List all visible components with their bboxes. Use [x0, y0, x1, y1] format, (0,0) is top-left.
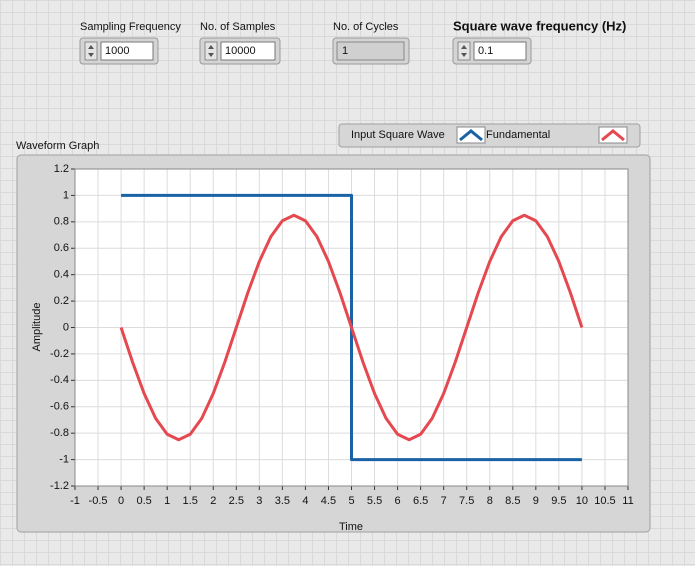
x-tick-label: 8.5: [505, 495, 520, 507]
x-tick-label: 7.5: [459, 495, 474, 507]
legend-label: Fundamental: [486, 129, 550, 141]
plot-border: [74, 168, 629, 487]
x-tick-label: 6.5: [413, 495, 428, 507]
x-tick-label: 10: [576, 495, 588, 507]
numeric-input[interactable]: [473, 41, 527, 61]
x-tick-label: 9: [533, 495, 539, 507]
x-tick-label: 5: [348, 495, 354, 507]
spin-button[interactable]: [84, 41, 98, 61]
y-tick-label: -0.2: [50, 348, 69, 360]
legend-swatch: [601, 129, 625, 142]
x-tick-label: 8: [487, 495, 493, 507]
x-tick-label: 9.5: [551, 495, 566, 507]
y-tick-label: 0.4: [54, 269, 69, 281]
x-tick-label: 4.5: [321, 495, 336, 507]
y-tick-label: 0.2: [54, 295, 69, 307]
x-tick-label: 1: [164, 495, 170, 507]
x-tick-label: 1.5: [183, 495, 198, 507]
numeric-value[interactable]: 1000: [105, 45, 129, 57]
spin-arrows: [461, 45, 467, 57]
control-label: No. of Samples: [200, 21, 276, 33]
x-tick-label: 3.5: [275, 495, 290, 507]
numeric-input[interactable]: [220, 41, 276, 61]
legend-swatch-box: [598, 126, 628, 144]
y-axis-label: Amplitude: [31, 303, 43, 352]
x-axis-label: Time: [339, 521, 363, 533]
y-tick-label: -1: [59, 453, 69, 465]
x-tick-label: 11: [622, 495, 633, 507]
spin-arrows: [208, 45, 214, 57]
numeric-value: 1: [342, 45, 348, 57]
x-tick-label: 0: [118, 495, 124, 507]
x-tick-label: 0.5: [136, 495, 151, 507]
x-tick-label: 7: [441, 495, 447, 507]
y-tick-label: -0.8: [50, 427, 69, 439]
y-tick-label: 1.2: [54, 163, 69, 175]
series-line: [119, 213, 584, 442]
x-tick-label: 4: [302, 495, 308, 507]
numeric-value[interactable]: 10000: [225, 45, 256, 57]
legend-swatch-box: [456, 126, 486, 144]
control-label: Sampling Frequency: [80, 21, 181, 33]
spin-arrows: [88, 45, 94, 57]
spin-button[interactable]: [204, 41, 218, 61]
y-tick-label: -0.6: [50, 401, 69, 413]
y-tick-label: 0: [63, 321, 69, 333]
x-tick-label: -0.5: [89, 495, 108, 507]
control-label: Square wave frequency (Hz): [453, 18, 626, 33]
y-tick-label: 0.8: [54, 216, 69, 228]
x-tick-label: 10.5: [594, 495, 615, 507]
y-tick-label: -1.2: [50, 480, 69, 492]
y-tick-label: -0.4: [50, 374, 69, 386]
numeric-value[interactable]: 0.1: [478, 45, 493, 57]
y-tick-label: 0.6: [54, 242, 69, 254]
numeric-indicator: [336, 41, 405, 61]
x-tick-label: 3: [256, 495, 262, 507]
x-tick-label: -1: [70, 495, 80, 507]
graph-label: Waveform Graph: [16, 140, 99, 152]
y-tick-label: 1: [63, 189, 69, 201]
x-tick-label: 5.5: [367, 495, 382, 507]
x-tick-label: 6: [395, 495, 401, 507]
legend: [338, 123, 641, 148]
spin-button[interactable]: [457, 41, 471, 61]
legend-swatch: [459, 129, 483, 142]
control-label: No. of Cycles: [333, 21, 399, 33]
numeric-input[interactable]: [100, 41, 154, 61]
legend-label: Input Square Wave: [351, 129, 445, 141]
x-tick-label: 2: [210, 495, 216, 507]
x-tick-label: 2.5: [229, 495, 244, 507]
